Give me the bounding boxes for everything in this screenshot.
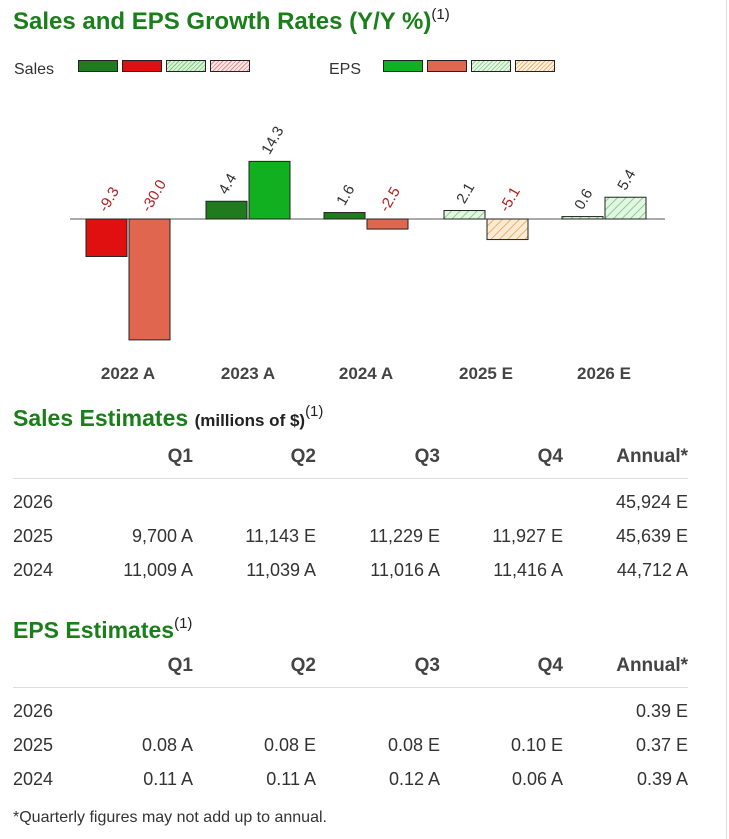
sales-estimates-cell: 9,700 A	[131, 526, 193, 546]
sales-estimates-cell: 2026	[13, 492, 54, 512]
sales-value-label-2026-e: 0.6	[571, 186, 596, 213]
eps-estimates-cell: 0.12 A	[388, 769, 440, 789]
legend-eps-estimate-negative-swatch	[515, 60, 555, 72]
sales-estimates-cell: 11,143 E	[245, 526, 316, 546]
sales-value-label-2023-a: 4.4	[215, 171, 240, 198]
eps-bar-2023-a	[248, 160, 291, 220]
eps-estimates-cell: 0.08 E	[387, 735, 440, 755]
sales-estimates-cell: 11,009 A	[123, 560, 193, 580]
category-label-2023-a: 2023 A	[221, 364, 275, 383]
eps-estimates-row-2026: 2026 0.39 E	[13, 701, 688, 725]
category-label-2025-e: 2025 E	[459, 364, 513, 383]
eps-estimates-cell: 2024	[13, 769, 54, 789]
sales-estimates-cell: Q2	[290, 446, 316, 467]
eps-estimates-cell: 2025	[13, 735, 54, 755]
eps-estimates-cell: Q4	[537, 655, 563, 676]
legend-sales-estimate-positive-swatch	[166, 60, 206, 72]
eps-bar-2026-e	[604, 196, 647, 220]
eps-estimates-cell: 0.37 E	[635, 735, 688, 755]
chart-title: Sales and EPS Growth Rates (Y/Y %)(1)	[13, 6, 450, 35]
eps-estimates-cell: 0.08 A	[141, 735, 193, 755]
sales-value-label-2024-a: 1.6	[333, 182, 358, 209]
sales-bar-2023-a	[205, 200, 248, 220]
sales-value-label-2025-e: 2.1	[453, 180, 478, 207]
eps-bar-2025-e	[486, 218, 529, 241]
eps-bar-2022-a	[128, 218, 171, 341]
sales-estimates-cell: Q3	[414, 446, 440, 467]
category-label-2022-a: 2022 A	[101, 364, 155, 383]
sales-estimates-row-2026: 2026 45,924 E	[13, 492, 688, 516]
legend-sales-estimate-negative-swatch	[210, 60, 250, 72]
sales-estimates-cell: 11,039 A	[246, 560, 316, 580]
sales-estimates-cell: 11,416 A	[493, 560, 563, 580]
eps-estimates-row-2025: 2025 0.08 A 0.08 E 0.08 E 0.10 E 0.37 E	[13, 735, 688, 759]
eps-value-label-2025-e: -5.1	[496, 184, 524, 215]
eps-estimates-cell: 0.39 A	[636, 769, 688, 789]
legend-sales-negative-swatch	[122, 60, 162, 72]
category-label-2026-e: 2026 E	[577, 364, 631, 383]
eps-value-label-2023-a: 14.3	[258, 124, 287, 158]
sales-estimates-cell: Q1	[167, 446, 193, 467]
eps-estimates-cell: 2026	[13, 701, 54, 721]
eps-estimates-header-separator	[13, 687, 688, 688]
eps-estimates-heading: EPS Estimates(1)	[13, 615, 193, 643]
sales-estimates-cell: 11,229 E	[369, 526, 440, 546]
legend-eps-negative-swatch	[427, 60, 467, 72]
right-border	[726, 0, 727, 839]
sales-bar-2022-a	[85, 218, 128, 257]
sales-bar-2024-a	[323, 212, 366, 220]
eps-estimates-cell: 0.39 E	[635, 701, 688, 721]
eps-value-label-2026-e: 5.4	[614, 167, 639, 194]
sales-estimates-cell: 11,016 A	[370, 560, 440, 580]
sales-estimates-cell: Annual*	[616, 446, 688, 467]
eps-estimates-cell: 0.11 A	[143, 769, 193, 789]
sales-bar-2025-e	[443, 210, 486, 220]
eps-estimates-cell: Annual*	[616, 655, 688, 676]
eps-value-label-2024-a: -2.5	[376, 184, 404, 215]
eps-estimates-cell: Q2	[290, 655, 316, 676]
sales-estimates-row-2024: 2024 11,009 A 11,039 A 11,016 A 11,416 A 44,7…	[13, 560, 688, 584]
legend-eps-label: EPS	[329, 61, 362, 78]
legend-sales-positive-swatch	[78, 60, 118, 72]
legend-sales-label: Sales	[14, 61, 55, 78]
eps-estimates-header-row: Q1 Q2 Q3 Q4 Annual*	[13, 655, 688, 679]
eps-estimates-cell: Q3	[414, 655, 440, 676]
eps-bar-2024-a	[366, 218, 409, 230]
legend-eps-positive-swatch	[383, 60, 423, 72]
eps-estimates-cell: 0.11 A	[266, 769, 316, 789]
eps-estimates-cell: 0.06 A	[511, 769, 563, 789]
eps-estimates-row-2024: 2024 0.11 A 0.11 A 0.12 A 0.06 A 0.39 A	[13, 769, 688, 793]
eps-value-label-2022-a: -30.0	[138, 177, 170, 215]
sales-value-label-2022-a: -9.3	[95, 184, 123, 215]
sales-estimates-cell: 2025	[13, 526, 54, 546]
sales-estimates-cell: 2024	[13, 560, 54, 580]
eps-estimates-cell: 0.10 E	[510, 735, 563, 755]
sales-estimates-heading: Sales Estimates (millions of $)(1)	[13, 403, 324, 431]
category-label-2024-a: 2024 A	[339, 364, 393, 383]
sales-estimates-header-separator	[13, 478, 688, 479]
sales-bar-2026-e	[561, 216, 604, 220]
sales-estimates-cell: 45,639 E	[615, 526, 688, 546]
sales-estimates-header-row: Q1 Q2 Q3 Q4 Annual*	[13, 446, 688, 470]
sales-estimates-cell: Q4	[537, 446, 563, 467]
sales-estimates-cell: 45,924 E	[615, 492, 688, 512]
sales-estimates-cell: 44,712 A	[616, 560, 688, 580]
sales-estimates-row-2025: 2025 9,700 A 11,143 E 11,229 E 11,927 E 45,63…	[13, 526, 688, 550]
growth-bar-chart: -9.3 -30.0 2022 A 4.4 14.3 2023 A 1.6 -2.5 2024 …	[70, 124, 665, 383]
sales-estimates-cell: 11,927 E	[492, 526, 563, 546]
eps-estimates-cell: 0.08 E	[263, 735, 316, 755]
eps-estimates-cell: Q1	[167, 655, 193, 676]
legend-eps-estimate-positive-swatch	[471, 60, 511, 72]
footnote: *Quarterly figures may not add up to ann…	[13, 809, 327, 826]
